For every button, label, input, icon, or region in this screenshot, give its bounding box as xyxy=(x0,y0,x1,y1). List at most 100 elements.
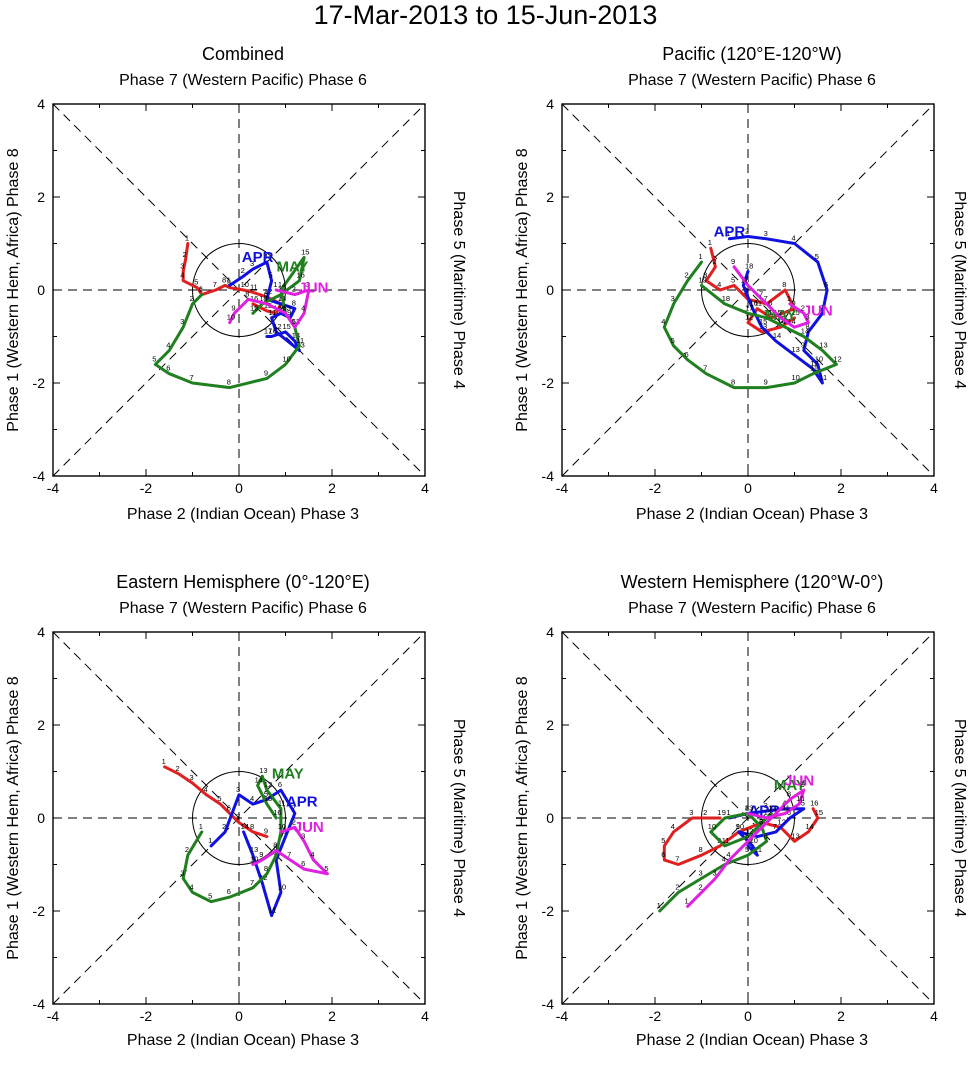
day-marker: 2 xyxy=(183,250,187,259)
day-marker: 8 xyxy=(745,803,749,812)
day-marker: 10 xyxy=(768,308,776,317)
day-marker: 18 xyxy=(745,261,753,270)
y-tick-label: 4 xyxy=(546,96,554,112)
day-marker: 13 xyxy=(792,345,800,354)
day-marker: 2 xyxy=(699,882,703,891)
day-marker: 16 xyxy=(810,799,818,808)
right-axis-label: Phase 5 (Maritime) Phase 4 xyxy=(450,718,467,918)
chart-panel-pacific: Pacific (120°E-120°W) Phase 7 (Western P… xyxy=(509,28,971,556)
day-marker: 15 xyxy=(264,794,272,803)
day-marker: 7 xyxy=(213,280,217,289)
month-label-may: MAY xyxy=(272,765,304,782)
day-marker: 2 xyxy=(241,266,245,275)
day-marker: 4 xyxy=(301,303,305,312)
day-marker: 10 xyxy=(241,280,249,289)
bottom-axis-label: Phase 2 (Indian Ocean) Phase 3 xyxy=(126,1032,360,1049)
day-marker: 11 xyxy=(819,373,827,382)
day-marker: 2 xyxy=(745,227,749,236)
unit-circle xyxy=(701,243,795,337)
day-marker: 7 xyxy=(703,364,707,373)
day-marker: 6 xyxy=(264,289,268,298)
day-marker: 17 xyxy=(745,303,753,312)
series-line-apr xyxy=(209,788,297,918)
month-label-apr: APR xyxy=(286,793,318,810)
day-marker: 6 xyxy=(685,350,689,359)
x-tick-label: -4 xyxy=(556,480,569,496)
day-marker: 15 xyxy=(759,317,767,326)
panel-title: Western Hemisphere (120°W-0°) xyxy=(620,572,884,592)
y-tick-label: 0 xyxy=(546,282,554,298)
x-tick-label: -4 xyxy=(47,1008,60,1024)
y-tick-label: -4 xyxy=(542,996,555,1012)
series-line-apr xyxy=(727,235,829,385)
y-tick-label: -4 xyxy=(542,468,555,484)
x-tick-label: 0 xyxy=(235,480,243,496)
day-marker: 16 xyxy=(764,308,772,317)
top-axis-label: Phase 7 (Western Pacific) Phase 6 xyxy=(628,72,876,89)
dashed-diagonal xyxy=(561,103,935,477)
day-marker: 5 xyxy=(194,278,198,287)
y-tick-label: -2 xyxy=(33,375,46,391)
chart-panel-combined: Combined Phase 7 (Western Pacific) Phase… xyxy=(0,28,486,556)
x-tick-label: 4 xyxy=(421,480,429,496)
day-marker: 6 xyxy=(759,817,763,826)
day-marker: 10 xyxy=(278,882,286,891)
right-axis-label: Phase 5 (Maritime) Phase 4 xyxy=(951,190,968,390)
day-marker: 8 xyxy=(222,275,226,284)
x-tick-label: 4 xyxy=(930,1008,938,1024)
day-marker: 3 xyxy=(805,313,809,322)
series-line-may xyxy=(153,255,306,390)
day-marker: 8 xyxy=(782,280,786,289)
month-label-jun: JUN xyxy=(294,819,324,836)
series-line-jun xyxy=(228,288,311,329)
day-marker: 7 xyxy=(287,850,291,859)
day-marker: 17 xyxy=(278,285,286,294)
y-tick-label: 4 xyxy=(546,624,554,640)
month-label-jun: JUN xyxy=(784,772,814,789)
series-line-apr xyxy=(727,807,806,857)
day-marker: 4 xyxy=(264,252,268,261)
day-marker: 5 xyxy=(324,864,328,873)
day-marker: 19 xyxy=(699,275,707,284)
left-axis-label: Phase 1 (Western Hem, Africa) Phase 8 xyxy=(5,676,22,960)
left-axis-label: Phase 1 (Western Hem, Africa) Phase 8 xyxy=(514,676,531,960)
x-tick-label: 2 xyxy=(837,480,845,496)
top-axis-label: Phase 7 (Western Pacific) Phase 6 xyxy=(119,600,367,617)
day-marker: 4 xyxy=(717,280,721,289)
day-marker: 6 xyxy=(768,299,772,308)
day-marker: 4 xyxy=(792,317,796,326)
day-marker: 5 xyxy=(815,252,819,261)
day-marker: 10 xyxy=(278,822,286,831)
x-tick-label: 2 xyxy=(328,480,336,496)
day-marker: 11 xyxy=(754,299,762,308)
day-marker: 1 xyxy=(708,238,712,247)
day-marker: 2 xyxy=(190,294,194,303)
day-marker: 3 xyxy=(764,229,768,238)
day-marker: 16 xyxy=(750,299,758,308)
day-marker: 3 xyxy=(236,785,240,794)
day-marker: 2 xyxy=(176,764,180,773)
day-marker: 7 xyxy=(278,294,282,303)
day-marker: 5 xyxy=(661,836,665,845)
day-marker: 9 xyxy=(227,278,231,287)
day-marker: 7 xyxy=(773,822,777,831)
day-marker: 11 xyxy=(278,799,286,808)
day-marker: 12 xyxy=(764,808,772,817)
day-marker: 3 xyxy=(671,294,675,303)
series-line-may xyxy=(181,774,283,904)
day-marker: 14 xyxy=(255,775,263,784)
day-marker: 8 xyxy=(745,275,749,284)
day-marker: 6 xyxy=(661,850,665,859)
day-marker: 1 xyxy=(185,234,189,243)
day-marker: 6 xyxy=(227,887,231,896)
day-marker: 9 xyxy=(736,822,740,831)
y-tick-label: 4 xyxy=(37,96,45,112)
x-tick-label: 0 xyxy=(744,480,752,496)
left-axis-label: Phase 1 (Western Hem, Africa) Phase 8 xyxy=(514,148,531,432)
day-marker: 8 xyxy=(731,378,735,387)
day-marker: 10 xyxy=(278,303,286,312)
day-marker: 7 xyxy=(764,294,768,303)
day-marker: 12 xyxy=(292,317,300,326)
